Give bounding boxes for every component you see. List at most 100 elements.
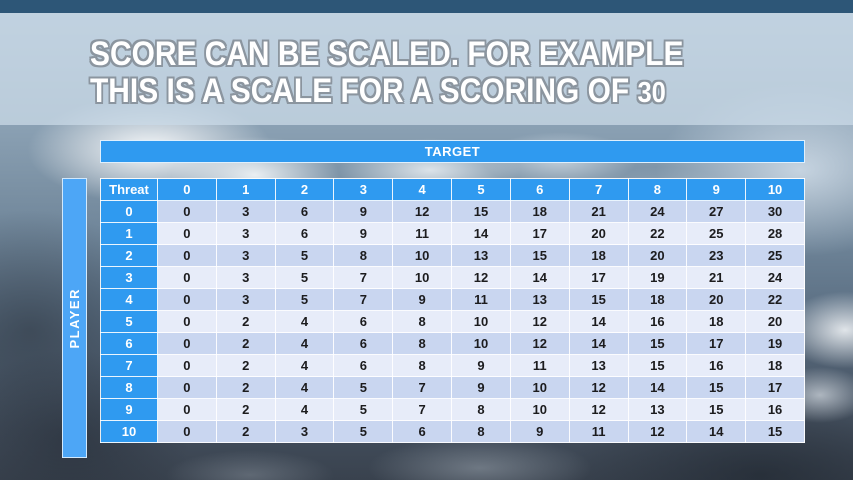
row-header-cell-8: 8 xyxy=(100,376,158,399)
score-cell-3-1: 3 xyxy=(215,266,276,289)
score-cell-4-9: 20 xyxy=(686,288,747,311)
score-cell-1-1: 3 xyxy=(215,222,276,245)
table-row-9: 9 0 2 4 5 7 8 10 12 13 15 16 xyxy=(100,398,805,421)
score-cell-9-7: 12 xyxy=(568,398,629,421)
score-cell-1-8: 22 xyxy=(627,222,688,245)
slide-title-scoring-number: 30 xyxy=(637,77,666,109)
slide-title-line-1: SCORE CAN BE SCALED. FOR EXAMPLE xyxy=(90,35,684,73)
score-cell-3-0: 0 xyxy=(157,266,217,289)
score-cell-3-2: 5 xyxy=(274,266,335,289)
score-cell-9-2: 4 xyxy=(274,398,335,421)
score-cell-3-10: 24 xyxy=(745,266,805,289)
row-header-cell-9: 9 xyxy=(100,398,158,421)
score-cell-10-8: 12 xyxy=(627,420,688,443)
score-cell-8-5: 9 xyxy=(451,376,511,399)
score-cell-2-1: 3 xyxy=(215,244,276,267)
score-cell-2-8: 20 xyxy=(627,244,688,267)
score-cell-9-8: 13 xyxy=(627,398,688,421)
target-label: TARGET xyxy=(424,144,481,159)
score-cell-9-0: 0 xyxy=(157,398,217,421)
score-cell-7-9: 16 xyxy=(686,354,747,377)
slide-title-line-2: THIS IS A SCALE FOR A SCORING OF 30 xyxy=(90,73,761,112)
score-cell-5-6: 12 xyxy=(509,310,570,333)
row-header-cell-3: 3 xyxy=(100,266,158,289)
score-cell-4-6: 13 xyxy=(509,288,570,311)
table-row-10: 10 0 2 3 5 6 8 9 11 12 14 15 xyxy=(100,420,805,443)
score-cell-8-0: 0 xyxy=(157,376,217,399)
score-cell-2-2: 5 xyxy=(274,244,335,267)
column-header-cell-5: 5 xyxy=(451,178,511,201)
score-cell-0-7: 21 xyxy=(568,200,629,223)
score-cell-7-4: 8 xyxy=(392,354,453,377)
score-cell-0-5: 15 xyxy=(451,200,511,223)
score-cell-7-2: 4 xyxy=(274,354,335,377)
score-cell-10-6: 9 xyxy=(509,420,570,443)
table-row-2: 2 0 3 5 8 10 13 15 18 20 23 25 xyxy=(100,244,805,267)
score-cell-2-7: 18 xyxy=(568,244,629,267)
score-cell-5-7: 14 xyxy=(568,310,629,333)
score-cell-5-4: 8 xyxy=(392,310,453,333)
score-cell-5-8: 16 xyxy=(627,310,688,333)
player-label: PLAYER xyxy=(67,287,82,349)
row-header-cell-5: 5 xyxy=(100,310,158,333)
score-cell-9-9: 15 xyxy=(686,398,747,421)
score-cell-0-1: 3 xyxy=(215,200,276,223)
score-cell-3-7: 17 xyxy=(568,266,629,289)
player-axis-bar: PLAYER xyxy=(62,178,87,458)
score-cell-3-5: 12 xyxy=(451,266,511,289)
score-cell-1-5: 14 xyxy=(451,222,511,245)
score-cell-6-3: 6 xyxy=(333,332,394,355)
score-cell-6-9: 17 xyxy=(686,332,747,355)
score-cell-8-8: 14 xyxy=(627,376,688,399)
column-header-cell-3: 3 xyxy=(333,178,394,201)
score-cell-0-3: 9 xyxy=(333,200,394,223)
score-cell-10-1: 2 xyxy=(215,420,276,443)
title-banner: SCORE CAN BE SCALED. FOR EXAMPLE THIS IS… xyxy=(0,13,853,125)
score-cell-10-10: 15 xyxy=(745,420,805,443)
score-cell-9-4: 7 xyxy=(392,398,453,421)
table-row-7: 7 0 2 4 6 8 9 11 13 15 16 18 xyxy=(100,354,805,377)
score-cell-10-5: 8 xyxy=(451,420,511,443)
score-cell-9-5: 8 xyxy=(451,398,511,421)
score-cell-6-0: 0 xyxy=(157,332,217,355)
score-cell-0-0: 0 xyxy=(157,200,217,223)
score-cell-2-3: 8 xyxy=(333,244,394,267)
column-header-cell-8: 8 xyxy=(627,178,688,201)
score-cell-1-9: 25 xyxy=(686,222,747,245)
score-cell-0-9: 27 xyxy=(686,200,747,223)
column-header-cell-0: 0 xyxy=(157,178,217,201)
score-cell-1-4: 11 xyxy=(392,222,453,245)
score-cell-6-1: 2 xyxy=(215,332,276,355)
table-corner-cell: Threat xyxy=(100,178,158,201)
score-cell-9-1: 2 xyxy=(215,398,276,421)
score-cell-8-1: 2 xyxy=(215,376,276,399)
score-cell-1-3: 9 xyxy=(333,222,394,245)
score-cell-3-4: 10 xyxy=(392,266,453,289)
score-cell-2-6: 15 xyxy=(509,244,570,267)
score-cell-4-7: 15 xyxy=(568,288,629,311)
table-row-3: 3 0 3 5 7 10 12 14 17 19 21 24 xyxy=(100,266,805,289)
score-cell-1-7: 20 xyxy=(568,222,629,245)
row-header-cell-0: 0 xyxy=(100,200,158,223)
score-cell-2-0: 0 xyxy=(157,244,217,267)
score-table-body: 0 0 3 6 9 12 15 18 21 24 27 30 1 0 3 6 9 11 14 17 20 22 25 28 2 0… xyxy=(100,200,805,443)
row-header-cell-2: 2 xyxy=(100,244,158,267)
score-cell-3-8: 19 xyxy=(627,266,688,289)
score-cell-8-10: 17 xyxy=(745,376,805,399)
score-table-head: Threat 0 1 2 3 4 5 6 7 8 9 10 xyxy=(100,178,805,201)
score-cell-1-10: 28 xyxy=(745,222,805,245)
score-cell-6-6: 12 xyxy=(509,332,570,355)
score-cell-7-10: 18 xyxy=(745,354,805,377)
score-cell-6-10: 19 xyxy=(745,332,805,355)
score-cell-0-8: 24 xyxy=(627,200,688,223)
header-row: Threat 0 1 2 3 4 5 6 7 8 9 10 xyxy=(100,178,805,201)
score-cell-3-3: 7 xyxy=(333,266,394,289)
score-cell-7-1: 2 xyxy=(215,354,276,377)
score-cell-10-4: 6 xyxy=(392,420,453,443)
row-header-cell-7: 7 xyxy=(100,354,158,377)
score-cell-8-9: 15 xyxy=(686,376,747,399)
score-cell-2-9: 23 xyxy=(686,244,747,267)
score-cell-8-6: 10 xyxy=(509,376,570,399)
score-cell-0-10: 30 xyxy=(745,200,805,223)
